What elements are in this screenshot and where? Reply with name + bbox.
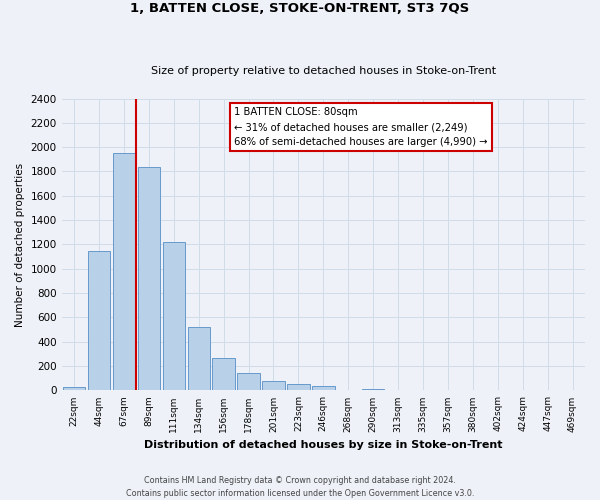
Text: 1, BATTEN CLOSE, STOKE-ON-TRENT, ST3 7QS: 1, BATTEN CLOSE, STOKE-ON-TRENT, ST3 7QS xyxy=(130,2,470,16)
Bar xyxy=(88,250,110,390)
Text: 1 BATTEN CLOSE: 80sqm
← 31% of detached houses are smaller (2,249)
68% of semi-d: 1 BATTEN CLOSE: 80sqm ← 31% of detached … xyxy=(235,108,488,147)
Bar xyxy=(312,386,335,390)
Title: Size of property relative to detached houses in Stoke-on-Trent: Size of property relative to detached ho… xyxy=(151,66,496,76)
Bar xyxy=(63,387,85,390)
Y-axis label: Number of detached properties: Number of detached properties xyxy=(15,162,25,326)
Bar xyxy=(188,327,210,390)
Bar xyxy=(238,373,260,390)
Bar xyxy=(287,384,310,390)
Bar xyxy=(212,358,235,390)
Bar xyxy=(137,166,160,390)
Bar xyxy=(262,382,285,390)
Bar xyxy=(362,388,385,390)
X-axis label: Distribution of detached houses by size in Stoke-on-Trent: Distribution of detached houses by size … xyxy=(144,440,503,450)
Bar xyxy=(163,242,185,390)
Bar xyxy=(113,153,135,390)
Text: Contains HM Land Registry data © Crown copyright and database right 2024.
Contai: Contains HM Land Registry data © Crown c… xyxy=(126,476,474,498)
